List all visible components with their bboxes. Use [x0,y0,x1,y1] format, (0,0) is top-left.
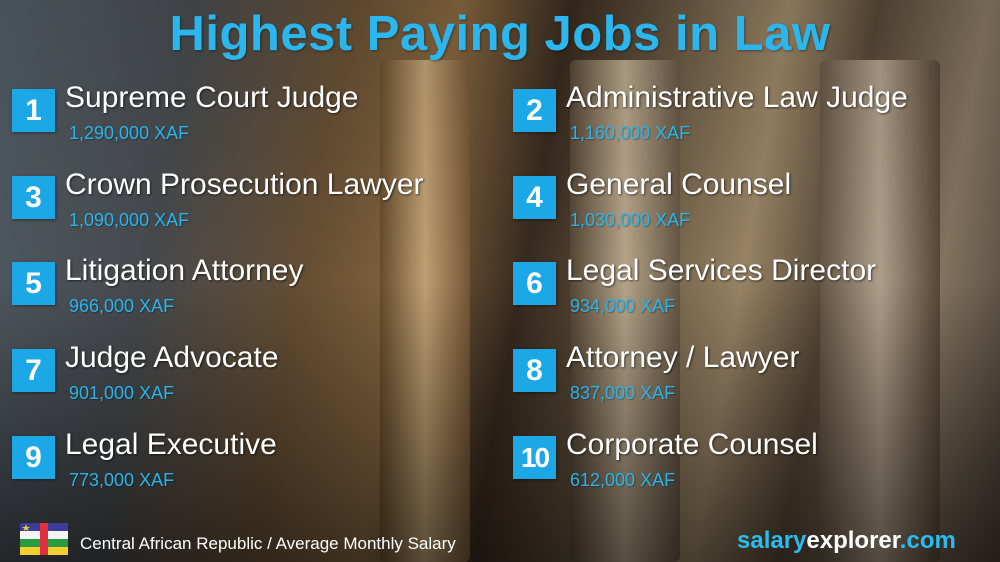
job-item: 7 Judge Advocate 901,000 XAF [12,341,492,429]
job-title: Legal Executive [65,427,277,461]
rank-badge: 9 [12,435,55,479]
job-item: 1 Supreme Court Judge 1,290,000 XAF [12,81,492,169]
job-item: 4 General Counsel 1,030,000 XAF [513,168,993,256]
job-title: Administrative Law Judge [566,81,908,114]
rank-badge: 10 [513,435,556,479]
brand-part: .com [899,527,956,554]
job-item: 2 Administrative Law Judge 1,160,000 XAF [513,81,993,169]
job-salary: 837,000 XAF [570,383,676,404]
job-salary: 934,000 XAF [570,296,676,317]
job-title: Litigation Attorney [65,254,304,288]
job-salary: 1,160,000 XAF [570,123,691,143]
job-salary: 966,000 XAF [69,296,175,317]
rank-badge: 3 [12,175,55,219]
job-title: Judge Advocate [65,341,279,375]
rank-badge: 1 [12,89,55,132]
job-title: Corporate Counsel [566,427,818,461]
job-item: 6 Legal Services Director 934,000 XAF [513,254,993,342]
job-item: 10 Corporate Counsel 612,000 XAF [513,428,993,516]
job-item: 3 Crown Prosecution Lawyer 1,090,000 XAF [12,168,492,256]
rank-badge: 5 [12,262,55,306]
rank-badge: 8 [513,349,556,393]
job-salary: 612,000 XAF [570,469,676,490]
footer-caption: Central African Republic / Average Month… [80,534,456,553]
job-title: Supreme Court Judge [65,81,359,114]
rank-badge: 2 [513,89,556,132]
rank-badge: 6 [513,262,556,306]
job-title: Crown Prosecution Lawyer [65,167,424,201]
brand-part: explorer [806,527,900,554]
job-title: Legal Services Director [566,254,877,288]
job-title: General Counsel [566,167,792,201]
page-title: Highest Paying Jobs in Law [169,7,831,61]
job-salary: 901,000 XAF [69,383,175,404]
rank-badge: 7 [12,349,55,393]
central-african-republic-flag-icon [20,523,68,555]
brand-part: salary [737,527,807,554]
brand-logo[interactable]: salaryexplorer.com [737,527,956,555]
job-item: 5 Litigation Attorney 966,000 XAF [12,254,492,342]
job-salary: 1,290,000 XAF [69,123,190,143]
job-salary: 773,000 XAF [69,469,175,490]
job-item: 8 Attorney / Lawyer 837,000 XAF [513,341,993,429]
job-salary: 1,090,000 XAF [69,209,190,230]
job-salary: 1,030,000 XAF [570,209,691,230]
job-item: 9 Legal Executive 773,000 XAF [12,428,492,516]
rank-badge: 4 [513,175,556,219]
job-title: Attorney / Lawyer [566,341,800,375]
